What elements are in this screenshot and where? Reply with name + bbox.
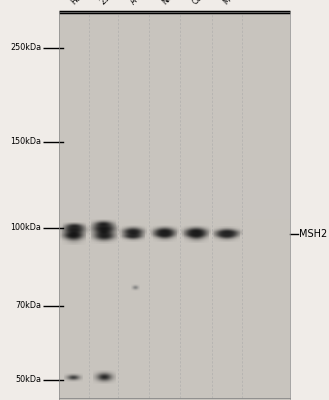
Text: HeLa: HeLa [69, 0, 89, 6]
Bar [59, 51, 290, 64]
Bar [59, 154, 290, 167]
Bar [59, 25, 290, 38]
Bar [59, 141, 290, 154]
Bar [59, 64, 290, 77]
Bar [59, 90, 290, 102]
Text: Mouse testis: Mouse testis [222, 0, 263, 6]
Text: MSH2: MSH2 [299, 229, 328, 239]
Text: 150kDa: 150kDa [10, 138, 41, 146]
Bar [59, 284, 290, 296]
Bar [59, 387, 290, 400]
Text: 70kDa: 70kDa [15, 302, 41, 310]
Bar [59, 128, 290, 141]
Bar [59, 258, 290, 271]
Bar [59, 361, 290, 374]
Bar [59, 193, 290, 206]
Bar [59, 77, 290, 90]
Bar [59, 232, 290, 245]
Bar [59, 12, 290, 25]
Bar [59, 180, 290, 193]
Text: A-549: A-549 [129, 0, 151, 6]
Bar [59, 245, 290, 258]
Bar [59, 335, 290, 348]
Bar [59, 102, 290, 116]
Text: NIH/3T3: NIH/3T3 [160, 0, 188, 6]
Bar [59, 167, 290, 180]
Text: C6: C6 [191, 0, 205, 6]
Bar [59, 38, 290, 51]
Bar [59, 219, 290, 232]
Bar [59, 12, 290, 400]
Text: 250kDa: 250kDa [10, 44, 41, 52]
Bar [59, 348, 290, 361]
Bar [59, 310, 290, 322]
Text: 100kDa: 100kDa [10, 224, 41, 232]
Bar [59, 296, 290, 310]
Text: 293T: 293T [99, 0, 119, 6]
Bar [59, 271, 290, 284]
Text: 50kDa: 50kDa [15, 376, 41, 384]
Bar [59, 116, 290, 128]
Bar [59, 322, 290, 335]
Bar [59, 206, 290, 219]
Bar [59, 374, 290, 387]
Bar [59, 12, 290, 400]
